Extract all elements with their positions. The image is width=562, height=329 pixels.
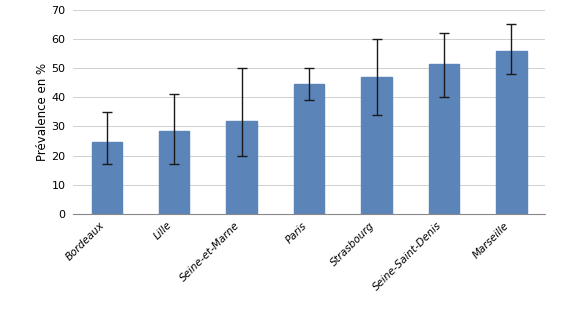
Bar bbox=[226, 121, 257, 214]
Bar bbox=[294, 84, 324, 214]
Bar bbox=[159, 131, 189, 214]
Y-axis label: Prévalence en %: Prévalence en % bbox=[35, 63, 48, 161]
Bar bbox=[429, 64, 459, 214]
Bar bbox=[496, 51, 527, 214]
Bar bbox=[92, 142, 122, 214]
Bar bbox=[361, 77, 392, 214]
